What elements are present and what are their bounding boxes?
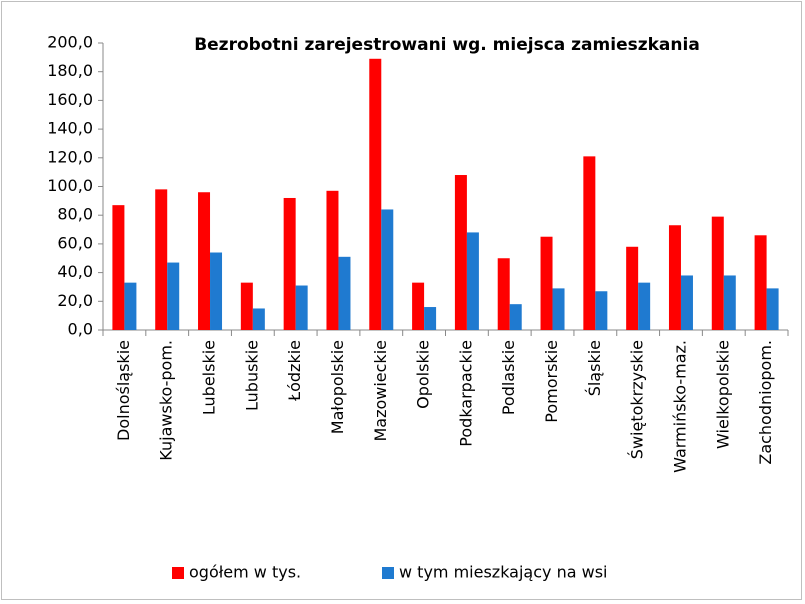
y-tick-label: 160,0 [47,90,93,109]
bar [509,304,522,330]
x-tick-label: Pomorskie [542,340,561,423]
x-tick-label: Śląskie [585,340,604,396]
x-tick-label: Lubuskie [242,340,261,411]
y-tick-label: 180,0 [47,61,93,80]
bar [167,262,180,330]
x-tick-label: Małopolskie [328,340,347,434]
x-tick-label: Świętokrzyskie [628,340,647,459]
bar [210,252,223,330]
legend-swatch [172,567,184,579]
x-tick-label: Opolskie [414,340,433,409]
bar [711,216,724,330]
bar [595,291,608,330]
bar [252,308,265,330]
bar [723,275,736,330]
bar [668,225,681,330]
x-tick-label: Łódzkie [285,340,304,402]
y-tick-label: 60,0 [57,233,93,252]
bar [412,282,425,330]
bar [112,205,125,330]
y-tick-label: 80,0 [57,205,93,224]
bar [326,190,339,330]
x-tick-label: Kujawsko-pom. [157,340,176,461]
bar [497,258,510,330]
bar [295,285,308,330]
chart-title: Bezrobotni zarejestrowani wg. miejsca za… [194,35,700,55]
bar [680,275,693,330]
bar [240,282,253,330]
bar [424,307,437,330]
bar [583,156,596,330]
bar [369,58,382,330]
x-tick-label: Dolnośląskie [114,340,133,441]
bar [626,246,639,330]
y-tick-label: 0,0 [68,320,93,339]
x-tick-label: Podkarpackie [456,340,475,447]
x-tick-label: Podlaskie [499,340,518,415]
y-tick-label: 120,0 [47,147,93,166]
bar [638,282,651,330]
y-tick-label: 100,0 [47,176,93,195]
bar [338,256,351,330]
x-tick-label: Lubelskie [200,340,219,415]
bar [540,236,553,330]
x-tick-label: Wielkopolskie [713,340,732,449]
y-tick-label: 40,0 [57,262,93,281]
y-tick-label: 200,0 [47,33,93,52]
x-tick-label: Warmińsko-maz. [670,340,689,473]
bar [766,288,779,330]
legend-label: ogółem w tys. [189,563,301,582]
bar [466,232,479,330]
x-tick-label: Mazowieckie [371,340,390,442]
bar [283,197,296,330]
bar [155,189,168,330]
legend-swatch [382,567,394,579]
legend-label: w tym mieszkający na wsi [399,563,607,582]
bar [454,175,467,330]
y-tick-label: 20,0 [57,291,93,310]
bar [198,192,211,330]
x-tick-label: Zachodniopom. [756,340,775,465]
bar [552,288,565,330]
bar [124,282,137,330]
bar [381,209,394,330]
bar [754,235,767,330]
y-tick-label: 140,0 [47,119,93,138]
